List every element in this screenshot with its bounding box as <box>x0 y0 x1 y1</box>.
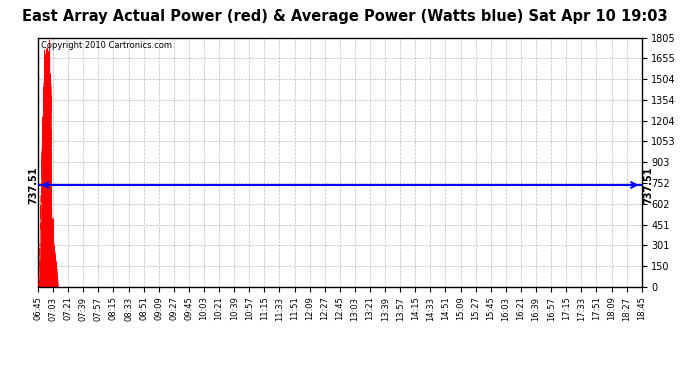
Text: Copyright 2010 Cartronics.com: Copyright 2010 Cartronics.com <box>41 41 172 50</box>
Text: East Array Actual Power (red) & Average Power (Watts blue) Sat Apr 10 19:03: East Array Actual Power (red) & Average … <box>22 9 668 24</box>
Text: 737.51: 737.51 <box>28 166 38 204</box>
Text: 737.51: 737.51 <box>643 166 653 204</box>
